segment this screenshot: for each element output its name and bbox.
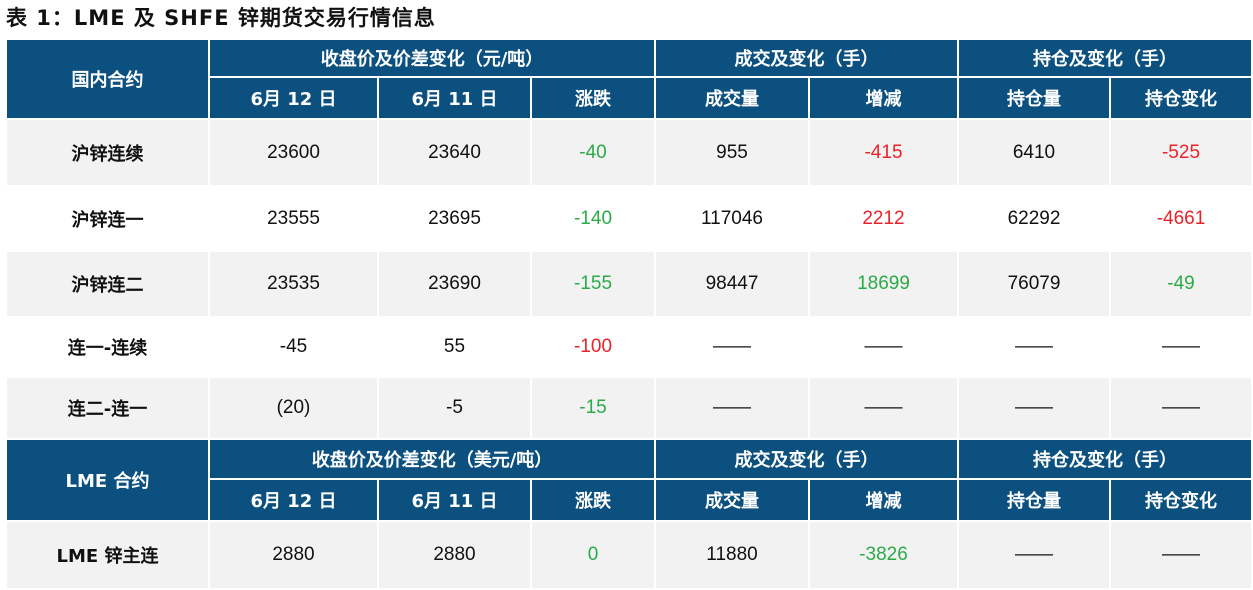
table-cell: -45 — [208, 316, 379, 378]
column-header: 增减 — [808, 478, 959, 522]
volume-group-header: 成交及变化（手） — [654, 438, 959, 480]
table-cell: -49 — [1109, 250, 1253, 318]
column-header: 持仓量 — [957, 76, 1111, 120]
zinc-futures-table: 国内合约 收盘价及价差变化（元/吨） 成交及变化（手） 持仓及变化（手） 6月 1… — [5, 38, 1253, 590]
table-cell: -5 — [377, 376, 532, 440]
table-row: 沪锌连二 23535 23690 -155 98447 18699 76079 -49 — [5, 250, 1253, 318]
table-cell: (20) — [208, 376, 379, 440]
table-cell: 955 — [654, 118, 810, 187]
price-group-header: 收盘价及价差变化（美元/吨） — [208, 438, 656, 480]
table-row: 沪锌连续 23600 23640 -40 955 -415 6410 -525 — [5, 118, 1253, 187]
contract-name: 沪锌连二 — [5, 250, 210, 318]
open-interest-group-header: 持仓及变化（手） — [957, 438, 1253, 480]
column-header: 6月 12 日 — [208, 478, 379, 522]
contract-name: 沪锌连续 — [5, 118, 210, 187]
table-cell: 23600 — [208, 118, 379, 187]
column-header: 6月 11 日 — [377, 76, 532, 120]
table-cell: -525 — [1109, 118, 1253, 187]
table-cell: 2212 — [808, 185, 959, 252]
column-header: 持仓变化 — [1109, 76, 1253, 120]
table-cell: —— — [1109, 520, 1253, 590]
table-cell: —— — [654, 316, 810, 378]
column-header: 成交量 — [654, 478, 810, 522]
column-header: 增减 — [808, 76, 959, 120]
column-header: 成交量 — [654, 76, 810, 120]
contract-name: 连一-连续 — [5, 316, 210, 378]
table-row: 连一-连续 -45 55 -100 —— —— —— —— — [5, 316, 1253, 378]
column-header: 持仓变化 — [1109, 478, 1253, 522]
price-group-header: 收盘价及价差变化（元/吨） — [208, 38, 656, 78]
column-header: 涨跌 — [530, 76, 656, 120]
table-cell: —— — [654, 376, 810, 440]
table-cell: 0 — [530, 520, 656, 590]
table-cell: -155 — [530, 250, 656, 318]
table-cell: —— — [957, 316, 1111, 378]
table-cell: 55 — [377, 316, 532, 378]
table-cell: 23535 — [208, 250, 379, 318]
contract-name: 沪锌连一 — [5, 185, 210, 252]
table-cell: —— — [1109, 376, 1253, 440]
table-cell: —— — [1109, 316, 1253, 378]
table-cell: 98447 — [654, 250, 810, 318]
table-cell: 2880 — [208, 520, 379, 590]
column-header: 持仓量 — [957, 478, 1111, 522]
table-cell: 6410 — [957, 118, 1111, 187]
table-cell: -415 — [808, 118, 959, 187]
open-interest-group-header: 持仓及变化（手） — [957, 38, 1253, 78]
table-cell: 23640 — [377, 118, 532, 187]
table-row: 连二-连一 (20) -5 -15 —— —— —— —— — [5, 376, 1253, 440]
column-header: 涨跌 — [530, 478, 656, 522]
table-cell: -40 — [530, 118, 656, 187]
column-header: 6月 11 日 — [377, 478, 532, 522]
table-row: LME 锌主连 2880 2880 0 11880 -3826 —— —— — [5, 520, 1253, 590]
contract-name: 连二-连一 — [5, 376, 210, 440]
table-cell: 23690 — [377, 250, 532, 318]
contract-header: 国内合约 — [5, 38, 210, 120]
table-cell: —— — [957, 376, 1111, 440]
table-cell: 76079 — [957, 250, 1111, 318]
table-cell: 23555 — [208, 185, 379, 252]
table-cell: -15 — [530, 376, 656, 440]
table-cell: —— — [808, 316, 959, 378]
table-cell: -3826 — [808, 520, 959, 590]
table-cell: -4661 — [1109, 185, 1253, 252]
table-cell: 18699 — [808, 250, 959, 318]
table-cell: 62292 — [957, 185, 1111, 252]
contract-header: LME 合约 — [5, 438, 210, 522]
table-cell: 11880 — [654, 520, 810, 590]
table-cell: —— — [957, 520, 1111, 590]
table-row: 沪锌连一 23555 23695 -140 117046 2212 62292 -4661 — [5, 185, 1253, 252]
table-title: 表 1：LME 及 SHFE 锌期货交易行情信息 — [6, 6, 436, 30]
contract-name: LME 锌主连 — [5, 520, 210, 590]
table-cell: —— — [808, 376, 959, 440]
table-cell: -140 — [530, 185, 656, 252]
table-cell: -100 — [530, 316, 656, 378]
table-cell: 2880 — [377, 520, 532, 590]
table-cell: 117046 — [654, 185, 810, 252]
column-header: 6月 12 日 — [208, 76, 379, 120]
volume-group-header: 成交及变化（手） — [654, 38, 959, 78]
table-cell: 23695 — [377, 185, 532, 252]
